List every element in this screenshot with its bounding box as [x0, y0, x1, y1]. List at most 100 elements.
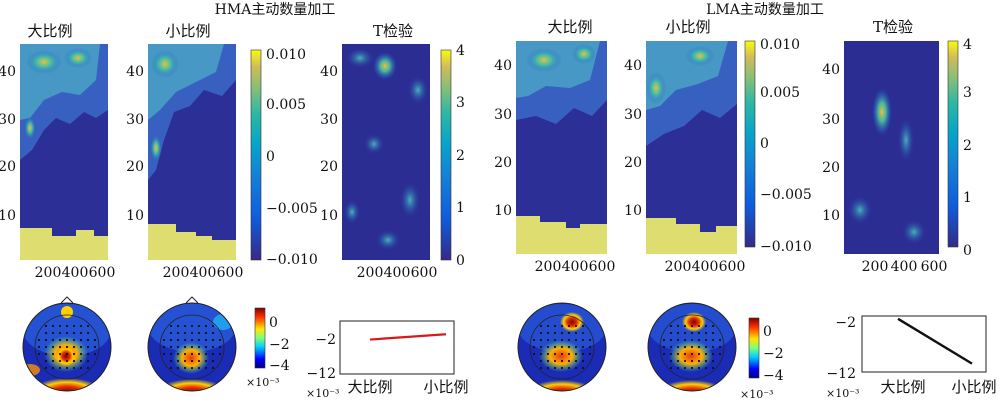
electrode-dot	[690, 345, 694, 349]
electrode-dot	[676, 359, 680, 363]
electrode-dot	[211, 352, 215, 356]
electrode-dot	[197, 352, 201, 356]
hma-heatmap-ttest	[342, 44, 430, 260]
line-hma-ytick-bottom: −12	[306, 366, 336, 382]
line-lma-ytick-top: −2	[835, 315, 856, 331]
electrode-dot	[697, 345, 701, 349]
electrode-dot	[560, 331, 564, 335]
lma3-ytick-10: 10	[822, 208, 840, 224]
electrode-dot	[690, 359, 694, 363]
electrode-dot	[553, 331, 557, 335]
electrode-dot	[683, 366, 687, 370]
electrode-dot	[532, 338, 536, 342]
electrode-dot	[176, 324, 180, 328]
electrode-dot	[718, 338, 722, 342]
electrode-dot	[44, 331, 48, 335]
electrode-dot	[58, 352, 62, 356]
lma3-xtick-400: 400	[891, 259, 918, 275]
line-plot-hma: −2 −12 ×10⁻³ 大比例 小比例	[306, 320, 469, 400]
group-title-hma: HMA主动数量加工	[215, 2, 336, 18]
electrode-dot	[560, 359, 564, 363]
electrode-dot	[204, 366, 208, 370]
electrode-dot	[669, 352, 673, 356]
electrode-dot	[211, 324, 215, 328]
electrode-dot	[669, 359, 673, 363]
electrode-dot	[65, 366, 69, 370]
electrode-dot	[553, 324, 557, 328]
electrode-dot	[683, 352, 687, 356]
electrode-dot	[176, 345, 180, 349]
electrode-dot	[218, 345, 222, 349]
electrode-dot	[218, 352, 222, 356]
electrode-dot	[169, 345, 173, 349]
electrode-dot	[669, 331, 673, 335]
electrode-dot	[676, 345, 680, 349]
hma1-xtick-600: 600	[89, 265, 116, 281]
electrode-dot	[711, 345, 715, 349]
electrode-dot	[553, 345, 557, 349]
line-lma-series	[897, 317, 973, 365]
electrode-dot	[662, 338, 666, 342]
electrode-dot	[169, 324, 173, 328]
lma3-ytick-20: 20	[822, 160, 840, 176]
hma-colorbar-diff	[250, 49, 262, 261]
electrode-dot	[553, 338, 557, 342]
lma2-xtick-200: 200	[665, 259, 692, 275]
electrode-dot	[683, 338, 687, 342]
topo-cb-right-exponent: ×10⁻³	[740, 388, 773, 401]
electrode-dot	[711, 359, 715, 363]
electrode-dot	[58, 366, 62, 370]
electrode-dot	[65, 359, 69, 363]
electrode-dot	[588, 352, 592, 356]
electrode-dot	[72, 324, 76, 328]
electrode-dot	[183, 338, 187, 342]
electrode-dot	[539, 366, 543, 370]
hma2-ytick-10: 10	[126, 208, 144, 224]
electrode-dot	[574, 331, 578, 335]
electrode-dot	[204, 352, 208, 356]
lma-cbt-tick-1: 3	[963, 85, 972, 101]
electrode-dot	[581, 324, 585, 328]
hma1-ytick-30: 30	[0, 112, 16, 128]
hma-cbt-tick-0: 4	[456, 43, 465, 59]
electrode-dot	[560, 366, 564, 370]
electrode-dot	[190, 359, 194, 363]
electrode-dot	[72, 366, 76, 370]
electrode-dot	[51, 338, 55, 342]
electrode-dot	[560, 338, 564, 342]
hma-heatmap-small	[148, 44, 236, 260]
hma3-xtick-200: 200	[357, 265, 384, 281]
topo-colorbar-labels: 0 −2 −4 ×10⁻³ 0 −2 −4 ×10⁻³	[246, 315, 784, 401]
lma1-ytick-20: 20	[494, 155, 512, 171]
electrode-dot	[662, 352, 666, 356]
electrode-dot	[72, 359, 76, 363]
group-title-lma: LMA主动数量加工	[706, 2, 824, 18]
lma-cbt-tick-2: 2	[963, 138, 972, 154]
lma-cbt-tick-0: 4	[963, 37, 972, 53]
hma-cb-tick-2: 0	[266, 149, 275, 165]
line-hma-series	[369, 333, 447, 341]
electrode-dot	[553, 366, 557, 370]
hma-cbt-tick-3: 1	[456, 200, 465, 216]
electrode-dot	[539, 324, 543, 328]
electrode-dot	[204, 345, 208, 349]
electrode-dot	[546, 345, 550, 349]
electrode-dot	[44, 324, 48, 328]
electrode-dot	[183, 366, 187, 370]
electrode-dot	[690, 338, 694, 342]
electrode-dot	[51, 366, 55, 370]
hma2-xtick-400: 400	[190, 265, 217, 281]
lma2-xtick-600: 600	[719, 259, 746, 275]
electrode-dot	[58, 359, 62, 363]
electrode-dot	[588, 345, 592, 349]
electrode-dot	[58, 324, 62, 328]
electrode-dot	[567, 345, 571, 349]
electrode-dot	[683, 331, 687, 335]
electrode-dot	[662, 345, 666, 349]
lma1-xtick-600: 600	[589, 259, 616, 275]
electrode-dot	[44, 359, 48, 363]
electrode-dot	[683, 359, 687, 363]
electrode-dot	[567, 359, 571, 363]
electrode-dot	[211, 338, 215, 342]
electrode-dot	[567, 352, 571, 356]
